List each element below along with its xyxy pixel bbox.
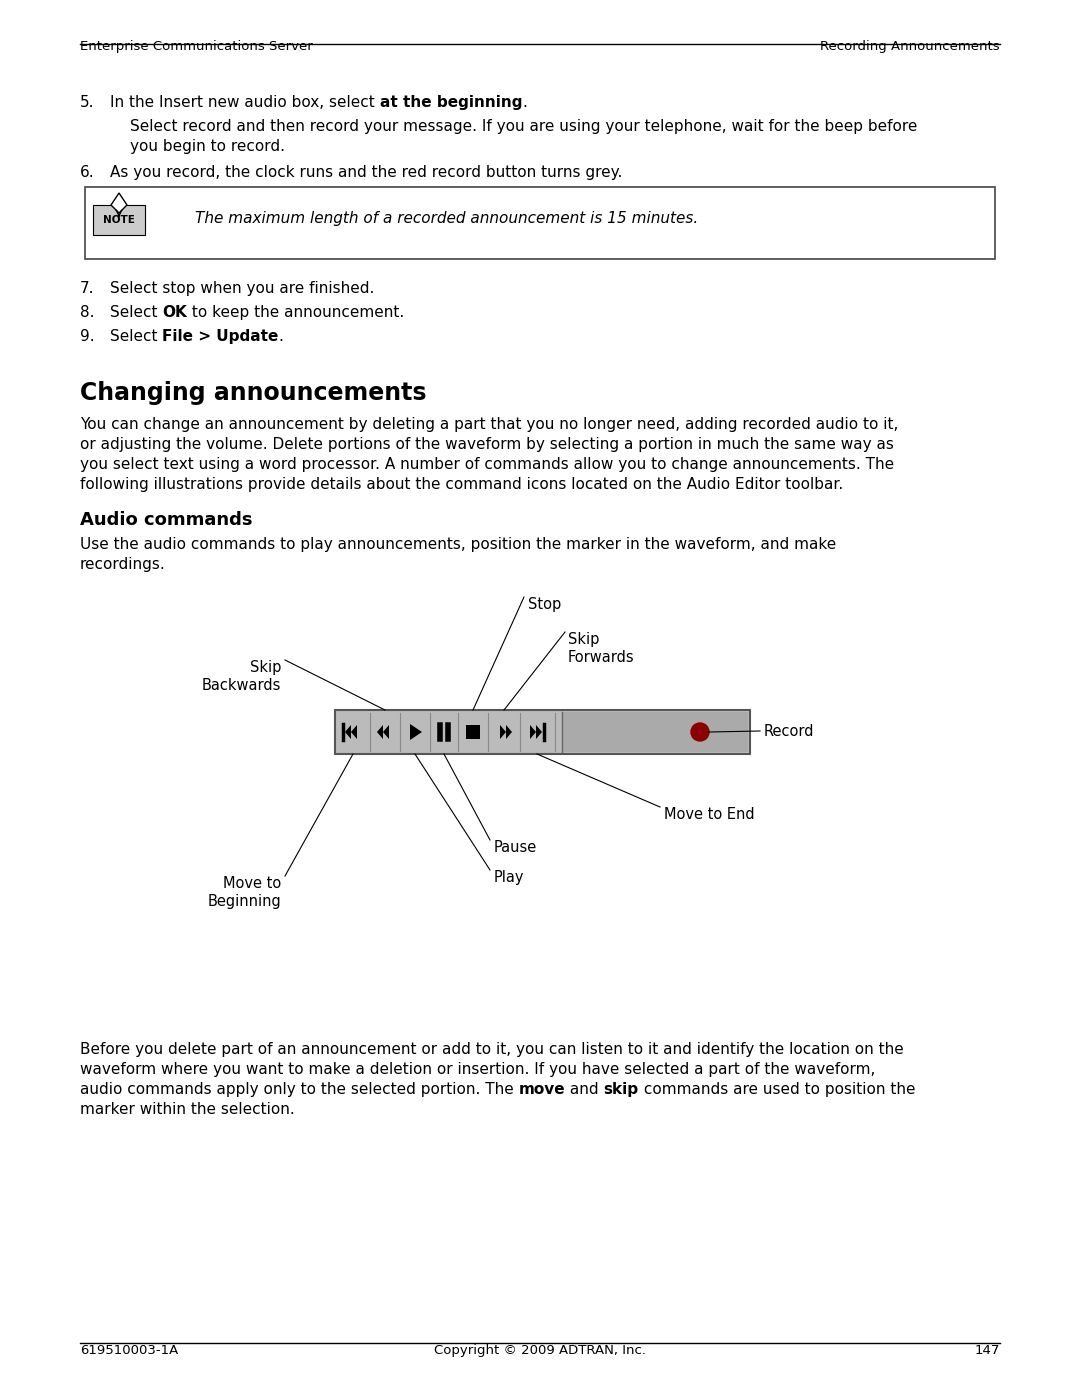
Text: following illustrations provide details about the command icons located on the A: following illustrations provide details … [80,476,843,492]
Text: In the Insert new audio box, select: In the Insert new audio box, select [110,95,380,110]
Text: Select record and then record your message. If you are using your telephone, wai: Select record and then record your messa… [130,119,917,134]
Polygon shape [111,193,127,212]
Text: skip: skip [604,1083,639,1097]
Text: commands are used to position the: commands are used to position the [639,1083,916,1097]
Text: at the beginning: at the beginning [380,95,522,110]
Text: audio commands apply only to the selected portion. The: audio commands apply only to the selecte… [80,1083,518,1097]
Text: you begin to record.: you begin to record. [130,138,285,154]
Text: 619510003-1A: 619510003-1A [80,1344,178,1356]
Text: 8.: 8. [80,305,95,320]
Text: marker within the selection.: marker within the selection. [80,1102,295,1118]
Text: Select: Select [110,330,162,344]
Text: Move to End: Move to End [664,807,755,821]
Text: Changing announcements: Changing announcements [80,381,427,405]
Text: 6.: 6. [80,165,95,180]
Polygon shape [530,725,536,739]
Text: File > Update: File > Update [162,330,279,344]
Text: Before you delete part of an announcement or add to it, you can listen to it and: Before you delete part of an announcemen… [80,1042,904,1058]
Text: Copyright © 2009 ADTRAN, Inc.: Copyright © 2009 ADTRAN, Inc. [434,1344,646,1356]
Text: Backwards: Backwards [202,678,281,693]
Text: You can change an announcement by deleting a part that you no longer need, addin: You can change an announcement by deleti… [80,416,899,432]
Text: or adjusting the volume. Delete portions of the waveform by selecting a portion : or adjusting the volume. Delete portions… [80,437,894,453]
Polygon shape [383,725,389,739]
Text: Forwards: Forwards [568,650,635,665]
Text: Play: Play [494,870,525,886]
Polygon shape [377,725,383,739]
Text: Enterprise Communications Server: Enterprise Communications Server [80,41,313,53]
Text: Select: Select [110,305,162,320]
Polygon shape [345,725,351,739]
Text: waveform where you want to make a deletion or insertion. If you have selected a : waveform where you want to make a deleti… [80,1062,876,1077]
Text: As you record, the clock runs and the red record button turns grey.: As you record, the clock runs and the re… [110,165,622,180]
Text: Audio commands: Audio commands [80,511,253,529]
Text: Record: Record [764,724,814,739]
Text: Skip: Skip [568,631,599,647]
Text: and: and [565,1083,604,1097]
Text: Beginning: Beginning [207,894,281,909]
Text: Move to: Move to [222,876,281,891]
Text: The maximum length of a recorded announcement is 15 minutes.: The maximum length of a recorded announc… [195,211,699,226]
Text: .: . [279,330,284,344]
Polygon shape [410,724,422,740]
Bar [335,710,750,754]
Bar [465,725,480,739]
Text: Pause: Pause [494,840,537,855]
Bar [563,712,748,752]
Text: Skip: Skip [249,659,281,675]
Text: move: move [518,1083,565,1097]
Text: Select stop when you are finished.: Select stop when you are finished. [110,281,375,296]
Text: Recording Announcements: Recording Announcements [821,41,1000,53]
Text: NOTE: NOTE [103,215,135,225]
Text: 7.: 7. [80,281,95,296]
Text: you select text using a word processor. A number of commands allow you to change: you select text using a word processor. … [80,457,894,472]
Polygon shape [351,725,357,739]
Text: to keep the announcement.: to keep the announcement. [187,305,404,320]
Text: Stop: Stop [528,597,562,612]
Text: OK: OK [162,305,187,320]
Polygon shape [507,725,512,739]
Text: Use the audio commands to play announcements, position the marker in the wavefor: Use the audio commands to play announcem… [80,536,836,552]
Polygon shape [536,725,542,739]
Text: 147: 147 [974,1344,1000,1356]
Text: 9.: 9. [80,330,95,344]
Bar [85,187,995,258]
Polygon shape [500,725,507,739]
Circle shape [691,724,708,740]
Text: recordings.: recordings. [80,557,165,571]
Text: 5.: 5. [80,95,95,110]
Text: .: . [522,95,527,110]
